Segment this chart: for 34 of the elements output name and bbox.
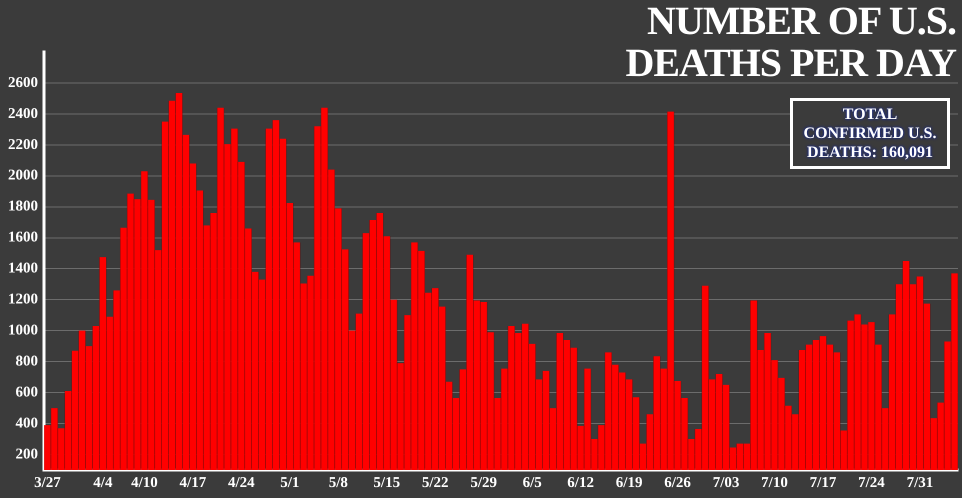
annotation: TOTAL CONFIRMED U.S. DEATHS: 160,091 [790,98,950,169]
x-tick-label: 7/31 [906,474,934,491]
x-tick-label: 6/12 [567,474,594,491]
y-tick-label: 2000 [8,168,38,184]
x-tick-label: 3/27 [34,474,62,491]
x-tick-label: 5/1 [280,474,300,491]
y-tick-label: 2200 [8,136,38,153]
x-tick-label: 7/17 [810,474,837,491]
y-tick-label: 1800 [8,198,38,215]
x-tick-label: 4/10 [131,474,158,491]
x-tick-label: 5/15 [373,474,400,491]
chart-title: NUMBER OF U.S. DEATHS PER DAY [624,0,956,85]
y-tick-label: 2400 [8,106,38,122]
x-tick-label: 4/24 [228,474,256,491]
y-tick-label: 600 [16,384,38,400]
y-tick-label: 2600 [8,74,38,91]
x-tick-label: 6/19 [616,474,642,491]
y-tick-label: 800 [16,354,38,370]
y-tick-label: 200 [16,446,38,462]
x-tick-label: 6/5 [522,474,542,491]
x-tick-label: 7/24 [858,474,886,491]
x-tick-label: 4/4 [93,474,113,491]
x-tick-label: 5/8 [328,474,348,491]
x-tick-label: 6/26 [664,474,692,491]
x-tick-label: 4/17 [180,474,207,491]
y-tick-label: 1000 [8,322,38,339]
y-tick-label: 1400 [8,260,38,277]
x-tick-label: 5/22 [422,474,449,491]
x-tick-label: 7/03 [712,474,740,491]
x-tick-label: 7/10 [761,474,788,491]
y-tick-label: 400 [16,415,38,432]
y-tick-label: 1600 [8,230,38,246]
x-tick-label: 5/29 [470,474,498,491]
y-tick-label: 1200 [8,292,38,308]
